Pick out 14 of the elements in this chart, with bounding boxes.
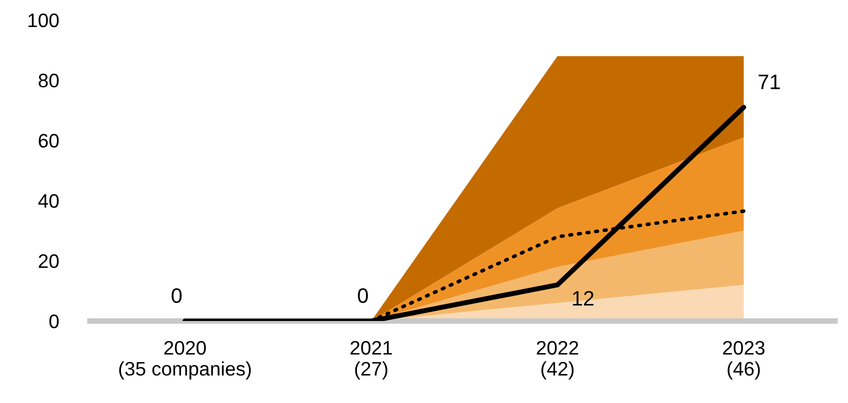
x-tick-label: 2021 (27)	[350, 340, 392, 380]
x-tick-label: 2022 (42)	[536, 340, 578, 380]
data-label: 0	[172, 288, 182, 303]
x-tick-label: 2020 (35 companies)	[119, 340, 251, 380]
y-tick-label: 100	[28, 13, 59, 28]
y-tick-label: 40	[38, 194, 59, 208]
data-label: 71	[758, 74, 780, 90]
y-tick-label: 0	[49, 314, 59, 328]
y-tick-label: 20	[38, 254, 59, 268]
x-tick-label: 2023 (46)	[723, 340, 765, 380]
data-label: 12	[572, 290, 594, 306]
y-tick-label: 80	[38, 74, 59, 88]
y-tick-label: 60	[38, 134, 59, 148]
data-label: 0	[358, 288, 368, 303]
